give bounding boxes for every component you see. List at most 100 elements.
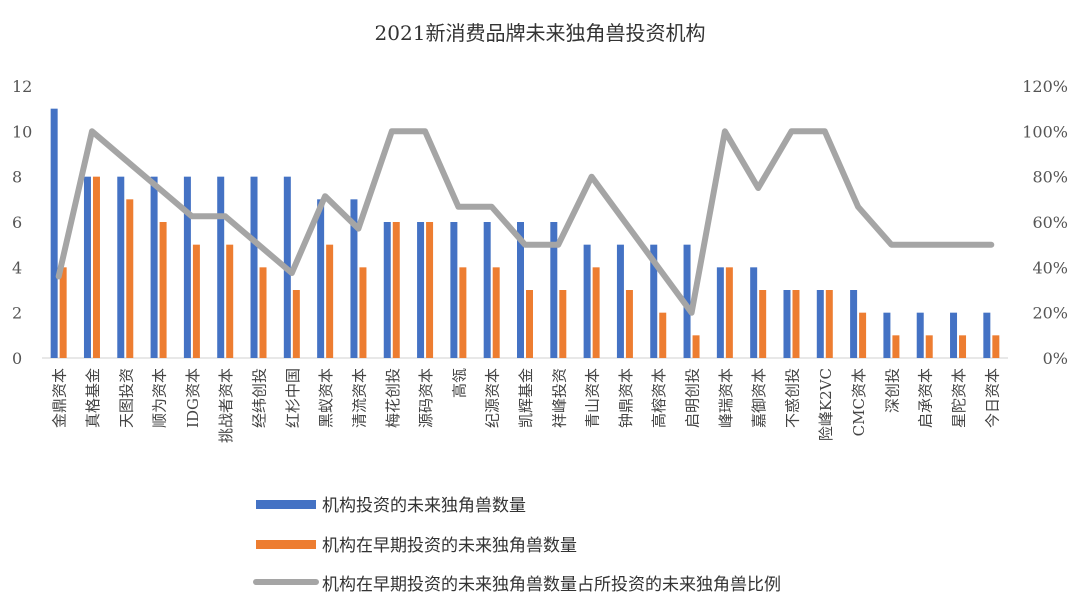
y-tick-right: 60% [1032,213,1068,232]
category-labels: 金鼎资本 真格基金 天图投资 顺为资本 IDG资本 挑战者资本 经纬创投 红杉中国 黑蚁资本 清流… [51,368,1002,443]
category-label: 钟鼎资本 [617,368,635,428]
category-label: 金鼎资本 [51,368,69,428]
bar-early [825,290,833,358]
bars [50,108,1000,359]
bar-total [250,176,258,358]
bar-total [183,176,191,358]
category-label: 凯辉基金 [517,368,535,428]
ratio-line [55,128,995,316]
y-tick-left: 12 [12,77,32,96]
bar-total [550,222,558,358]
bar-total [883,312,891,358]
bar-total [850,290,858,358]
legend-label-total: 机构投资的未来独角兽数量 [322,496,526,516]
bar-total [650,244,658,358]
bar-early [526,290,533,358]
bar-total [50,108,58,359]
bar-early [92,176,100,358]
category-label: 高榕资本 [650,368,668,428]
ratio-line-path [55,128,995,316]
category-label: 纪源资本 [484,368,502,428]
category-label: 真格基金 [84,368,102,428]
category-label: 深创投 [883,368,901,413]
bar-early [859,312,867,358]
bar-total [916,312,924,358]
bar-early [192,244,200,358]
bar-total [950,312,958,358]
legend-item-total: 机构投资的未来独角兽数量 [256,496,526,516]
category-label: 启承资本 [917,368,935,428]
category-label: 源码资本 [417,368,435,428]
y-tick-right: 80% [1032,168,1068,187]
bar-total [217,176,225,358]
category-label: 启明创投 [684,368,702,428]
category-label: 今日资本 [983,368,1001,428]
bar-early [559,290,567,358]
bar-early [426,222,434,358]
category-label: 天图投资 [117,368,135,428]
y-tick-left: 2 [12,304,22,323]
bar-early [126,199,134,358]
category-label: 嘉御资本 [750,368,768,428]
category-label: 祥峰投资 [550,368,568,428]
y-tick-left: 8 [12,168,22,187]
bar-total [117,176,125,358]
bar-early [925,335,933,358]
bar-early [326,244,334,358]
legend-swatch-blue [256,500,316,509]
category-label: 红杉中国 [284,368,302,428]
bar-early [625,290,633,358]
bar-total [350,199,358,358]
legend-label-ratio: 机构在早期投资的未来独角兽数量占所投资的未来独角兽比例 [322,575,781,595]
bar-early [725,267,733,358]
category-label: 高瓴 [450,368,468,398]
y-axis-right: 0% 20% 40% 60% 80% 100% 120% [1022,77,1068,368]
bar-total [450,222,458,358]
bar-total [383,222,391,358]
category-label: 梅花创投 [384,368,402,428]
category-label: 峰瑞资本 [717,368,735,428]
bar-early [792,290,800,358]
y-tick-right: 0% [1043,349,1068,368]
category-label: 挑战者资本 [217,368,235,443]
bar-total [583,244,591,358]
category-label: CMC资本 [850,368,868,436]
bar-early [992,335,1000,358]
bar-total [983,312,991,358]
legend-swatch-orange [256,540,316,549]
bar-early [892,335,900,358]
bar-early [59,267,67,358]
y-tick-right: 120% [1022,77,1068,96]
y-tick-left: 4 [12,258,22,277]
category-label: 经纬创投 [251,368,269,428]
bar-early [492,267,500,358]
y-tick-left: 0 [12,349,22,368]
category-label: 青山资本 [584,368,602,428]
bar-early [759,290,767,358]
category-label: 清流资本 [350,368,368,428]
legend-label-early: 机构在早期投资的未来独角兽数量 [322,536,577,556]
category-label: 星陀资本 [950,368,968,428]
bar-total [816,290,824,358]
bar-early [959,335,967,358]
bar-total [417,222,425,358]
bar-total [517,222,524,358]
y-tick-left: 10 [12,122,32,141]
bar-total [483,222,491,358]
bar-early [459,267,467,358]
bar-total [683,244,691,358]
bar-total [83,176,91,358]
bar-total [750,267,758,358]
bar-early [392,222,400,358]
y-tick-right: 20% [1032,304,1068,323]
y-tick-right: 100% [1022,122,1068,141]
category-label: 不惑创投 [783,368,801,428]
bar-early [592,267,600,358]
bar-early [259,267,267,358]
bar-early [359,267,367,358]
category-label: 险峰K2VC [817,368,835,441]
bar-total [150,176,158,358]
bar-total [616,244,624,358]
chart-title: 2021新消费品牌未来独角兽投资机构 [375,21,706,45]
